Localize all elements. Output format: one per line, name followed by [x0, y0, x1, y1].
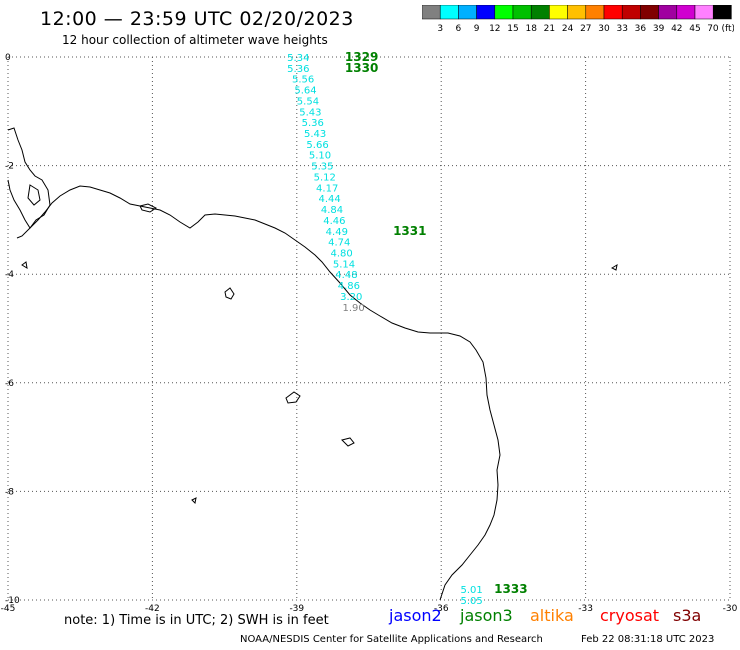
- swh-value: 5.14: [333, 259, 355, 270]
- scale-label: 42: [671, 24, 682, 34]
- swh-value: 5.05: [460, 596, 482, 607]
- scale-swatch: [712, 5, 732, 20]
- x-tick-label: -36: [434, 604, 449, 614]
- legend-altika: altika: [530, 606, 574, 625]
- swh-value: 4.80: [330, 248, 352, 259]
- scale-label: 6: [456, 24, 462, 34]
- swh-value: 4.86: [338, 281, 360, 292]
- scale-label: 36: [635, 24, 647, 34]
- swh-value: 5.43: [299, 107, 321, 118]
- note-text: note: 1) Time is in UTC; 2) SWH is in fe…: [64, 613, 329, 628]
- swh-value: 4.49: [326, 227, 348, 238]
- map-subtitle: 12 hour collection of altimeter wave hei…: [62, 33, 328, 47]
- scale-label: 12: [489, 24, 500, 34]
- legend-jason3: jason3: [460, 606, 513, 625]
- track-id-label: 1329: [345, 50, 378, 64]
- swh-value: 4.44: [318, 194, 340, 205]
- y-tick-label: -4: [5, 270, 14, 280]
- color-scale: 3 6 9 12 15 18 21 24 27 30 33 36 39 42 45 70 (ft): [422, 5, 734, 34]
- coastline: [16, 185, 501, 601]
- legend-jason2: jason2: [389, 606, 442, 625]
- island: [610, 263, 618, 271]
- island: [341, 437, 355, 447]
- swh-value: 5.36: [287, 64, 309, 75]
- x-tick-label: -39: [289, 604, 304, 614]
- island: [191, 497, 197, 505]
- swh-value: 4.17: [316, 183, 338, 194]
- swh-value: 5.10: [309, 151, 331, 162]
- scale-label: 18: [525, 24, 537, 34]
- y-tick-label: -6: [5, 379, 14, 389]
- swh-value: 5.12: [314, 172, 336, 183]
- swh-value: 4.84: [321, 205, 343, 216]
- swh-value: 5.43: [304, 129, 326, 140]
- island-coast: [7, 127, 51, 229]
- island: [27, 184, 41, 206]
- island: [21, 261, 28, 269]
- x-tick-label: -45: [1, 604, 16, 614]
- swh-value: 5.66: [306, 140, 328, 151]
- swh-value: 5.56: [292, 75, 314, 86]
- scale-label: 45: [689, 24, 700, 34]
- swh-value: 5.64: [294, 86, 316, 97]
- y-tick-label: -10: [5, 596, 20, 606]
- scale-label: 9: [474, 24, 480, 34]
- footer-credit: NOAA/NESDIS Center for Satellite Applica…: [240, 634, 543, 645]
- track-id-label: 1331: [393, 224, 426, 238]
- scale-label: 33: [616, 24, 627, 34]
- scale-label: 30: [598, 24, 610, 34]
- swh-value: 4.48: [335, 270, 357, 281]
- island: [139, 203, 157, 213]
- scale-label: 27: [580, 24, 591, 34]
- legend-cryosat: cryosat: [600, 606, 660, 625]
- swh-value: 4.46: [323, 216, 345, 227]
- swh-value: 4.74: [328, 238, 350, 249]
- scale-label: 39: [653, 24, 665, 34]
- y-tick-label: -8: [5, 487, 14, 497]
- x-tick-label: -33: [578, 604, 593, 614]
- swh-value: 5.54: [297, 96, 319, 107]
- swh-value: 3.20: [340, 292, 362, 303]
- x-tick-label: -30: [723, 604, 738, 614]
- y-tick-label: -2: [5, 162, 14, 172]
- swh-value: 5.34: [287, 53, 309, 64]
- track-id-label: 1330: [345, 61, 378, 75]
- swh-value: 5.01: [460, 585, 482, 596]
- swh-value: 5.35: [311, 162, 333, 173]
- footer-timestamp: Feb 22 08:31:18 UTC 2023: [581, 634, 715, 645]
- x-tick-label: -42: [145, 604, 160, 614]
- scale-label: 21: [544, 24, 555, 34]
- legend-s3a: s3a: [673, 606, 702, 625]
- y-tick-label: 0: [5, 53, 11, 63]
- scale-label: 24: [562, 24, 574, 34]
- island: [285, 391, 301, 404]
- scale-label: 70 (ft): [707, 24, 734, 34]
- track-id-label: 1333: [494, 582, 527, 596]
- scale-label: 15: [507, 24, 518, 34]
- scale-label: 3: [437, 24, 443, 34]
- swh-value: 1.90: [343, 303, 365, 314]
- map-title: 12:00 — 23:59 UTC 02/20/2023: [40, 8, 354, 30]
- swh-value: 5.36: [302, 118, 324, 129]
- island: [224, 287, 235, 300]
